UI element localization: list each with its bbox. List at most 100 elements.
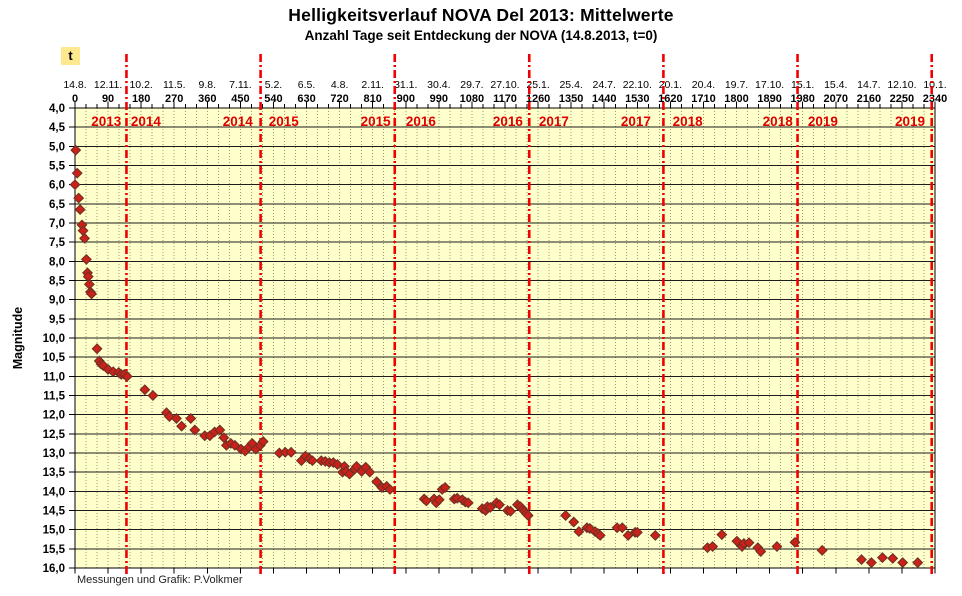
x-tick-day-label: 2070: [824, 93, 848, 105]
x-tick-day-label: 450: [231, 93, 249, 105]
x-tick-date-label: 25.4.: [559, 79, 582, 91]
x-tick-date-label: 22.10.: [623, 79, 652, 91]
data-point: [743, 537, 755, 549]
x-tick-day-label: 90: [102, 93, 114, 105]
x-tick-day-label: 1890: [757, 93, 781, 105]
y-tick-label: 7,5: [49, 237, 66, 249]
y-tick-label: 16,0: [43, 563, 65, 575]
data-point: [371, 476, 383, 488]
y-tick-label: 5,0: [49, 141, 65, 153]
x-tick-date-label: 14.8.: [63, 79, 86, 91]
data-point: [462, 497, 474, 509]
x-tick-day-label: 2340: [923, 93, 947, 105]
data-point: [876, 552, 888, 564]
year-label: 2013: [91, 114, 122, 129]
year-label: 2016: [406, 114, 437, 129]
data-point: [80, 253, 92, 265]
x-tick-day-label: 1170: [493, 93, 517, 105]
y-tick-label: 8,0: [49, 256, 65, 268]
data-point: [185, 413, 197, 424]
credit-text: Messungen und Grafik: P.Volkmer: [77, 574, 243, 586]
data-point: [69, 179, 81, 191]
x-tick-day-label: 1800: [724, 93, 748, 105]
data-point: [912, 557, 924, 569]
year-label: 2018: [673, 114, 704, 129]
y-tick-label: 13,5: [43, 467, 66, 479]
y-tick-label: 7,0: [49, 218, 65, 230]
y-tick-label: 15,0: [43, 525, 65, 537]
y-tick-label: 10,5: [43, 352, 66, 364]
y-tick-label: 5,5: [49, 161, 66, 173]
x-tick-date-label: 10.1.: [923, 79, 946, 91]
x-tick-day-label: 1260: [526, 93, 550, 105]
data-point: [731, 535, 743, 547]
y-tick-label: 6,5: [49, 199, 66, 211]
data-point: [218, 432, 230, 444]
y-axis-labels: 4,0 4,5 5,0 5,5 6,0 6,5 7,0 7,5 8,0 8,5 9,0 9,5 10,0…: [43, 103, 66, 575]
data-point: [73, 192, 85, 204]
x-tick-date-label: 11.5.: [163, 79, 186, 91]
y-tick-label: 12,0: [43, 410, 65, 422]
chart-subtitle: Anzahl Tage seit Entdeckung der NOVA (14…: [304, 28, 658, 43]
data-points: [69, 144, 924, 569]
data-point: [505, 505, 516, 517]
data-point: [816, 544, 828, 556]
chart-title: Helligkeitsverlauf NOVA Del 2013: Mittel…: [288, 5, 674, 25]
data-point: [494, 499, 505, 511]
x-tick-date-label: 20.4.: [692, 79, 715, 91]
x-tick-day-label: 180: [132, 93, 150, 105]
data-point: [74, 204, 86, 216]
y-tick-label: 9,0: [49, 295, 65, 307]
x-tick-date-label: 19.7.: [725, 79, 748, 91]
data-point: [865, 557, 877, 569]
data-point: [91, 343, 103, 355]
year-label: 2017: [539, 114, 569, 129]
data-point: [214, 424, 226, 436]
y-tick-label: 4,0: [49, 103, 65, 115]
year-label: 2016: [493, 114, 524, 129]
y-tick-label: 14,0: [43, 486, 65, 498]
data-point: [560, 510, 572, 521]
data-point: [707, 541, 719, 553]
x-axis-date-labels: 14.8. 12.11. 10.2. 11.5. 9.8. 7.11. 5.2. 6.5. 4.…: [63, 79, 946, 91]
data-point: [70, 144, 82, 156]
data-point: [755, 546, 767, 557]
data-point: [121, 370, 133, 382]
x-tick-date-label: 9.8.: [199, 79, 217, 91]
y-tick-label: 9,5: [49, 314, 66, 326]
y-tick-label: 6,0: [49, 180, 65, 192]
year-label: 2014: [131, 114, 162, 129]
x-tick-date-label: 7.11.: [229, 79, 252, 91]
x-tick-day-label: 1980: [790, 93, 814, 105]
year-label: 2019: [808, 114, 838, 129]
x-tick-day-label: 1440: [592, 93, 616, 105]
data-point: [306, 455, 318, 467]
data-point: [364, 466, 376, 478]
x-tick-day-label: 1620: [658, 93, 682, 105]
x-tick-day-label: 1080: [460, 93, 484, 105]
x-tick-date-label: 2.11.: [361, 79, 384, 91]
x-tick-date-label: 5.2.: [265, 79, 283, 91]
data-point: [79, 232, 91, 244]
x-tick-day-label: 1350: [559, 93, 583, 105]
data-point: [897, 557, 909, 569]
t-axis-unit-label: t: [61, 47, 80, 65]
y-tick-label: 11,5: [43, 391, 65, 403]
x-tick-day-label: 1530: [625, 93, 649, 105]
y-tick-label: 13,0: [43, 448, 65, 460]
y-tick-label: 4,5: [49, 122, 66, 134]
x-tick-day-label: 2160: [857, 93, 881, 105]
x-tick-date-label: 24.7.: [593, 79, 616, 91]
data-point: [716, 529, 728, 541]
x-tick-date-label: 12.10.: [887, 79, 916, 91]
x-tick-date-label: 15.4.: [824, 79, 847, 91]
year-label: 2015: [361, 114, 392, 129]
data-point: [71, 167, 83, 179]
data-point: [170, 413, 182, 424]
data-point: [789, 536, 801, 548]
x-tick-date-label: 31.1.: [394, 79, 417, 91]
data-point: [616, 522, 628, 534]
x-tick-day-label: 270: [165, 93, 183, 105]
